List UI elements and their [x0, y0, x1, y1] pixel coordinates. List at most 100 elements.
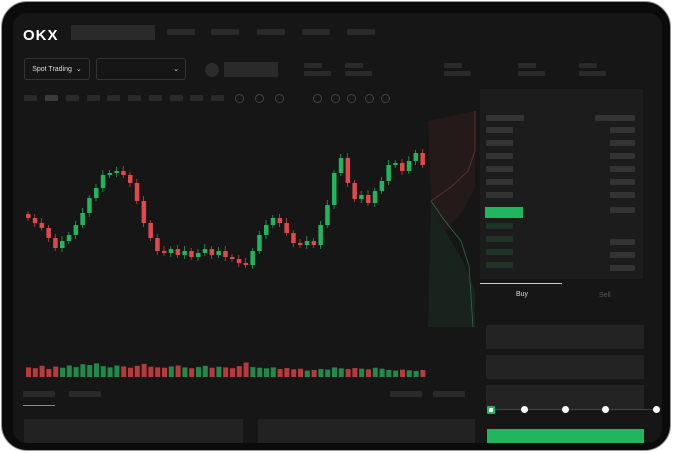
timeframe-button[interactable]	[107, 95, 120, 101]
candle-body	[318, 225, 323, 245]
candle-body	[257, 235, 262, 251]
timeframe-button[interactable]	[66, 95, 79, 101]
price-input[interactable]	[486, 325, 644, 349]
amount-slider-handle[interactable]	[487, 406, 495, 414]
candle-body	[162, 251, 167, 253]
candle-body	[359, 195, 364, 199]
candle-body	[277, 218, 283, 223]
amount-input[interactable]	[486, 355, 644, 379]
volume-bar	[46, 369, 52, 377]
candle-body	[338, 158, 344, 173]
nav-item[interactable]	[302, 29, 330, 35]
stat-label	[444, 63, 462, 68]
nav-item[interactable]	[347, 29, 375, 35]
tab-buy[interactable]: Buy	[516, 291, 529, 298]
candle-body	[243, 263, 249, 265]
filter-button[interactable]	[390, 391, 422, 397]
candle-body	[209, 249, 215, 255]
volume-bar	[162, 367, 167, 377]
volume-bar	[182, 367, 188, 377]
drawing-tool-icon[interactable]	[365, 94, 374, 103]
timeframe-button[interactable]	[45, 95, 58, 101]
candle-body	[304, 241, 310, 245]
candle-body	[73, 225, 79, 235]
drawing-tool-icon[interactable]	[235, 94, 244, 103]
orderbook-cell	[610, 207, 635, 213]
buy-submit-button[interactable]	[487, 429, 644, 443]
candlestick-chart	[26, 111, 476, 377]
candle-body	[230, 257, 235, 259]
volume-bar	[32, 368, 38, 377]
total-input[interactable]	[486, 385, 644, 409]
volume-bar	[80, 364, 86, 377]
tab-sell[interactable]: Sell	[599, 292, 611, 299]
volume-bar	[189, 368, 195, 377]
drawing-tool-icon[interactable]	[347, 94, 356, 103]
tab-open-orders[interactable]	[23, 391, 55, 397]
volume-bar	[128, 367, 133, 377]
orders-panel	[24, 419, 243, 443]
stat-label	[345, 63, 363, 68]
orderbook-cell	[610, 140, 635, 146]
candle-body	[53, 238, 58, 248]
drawing-tool-icon[interactable]	[255, 94, 264, 103]
timeframe-button[interactable]	[149, 95, 162, 101]
tab-history[interactable]	[69, 391, 101, 397]
orderbook-cell	[486, 192, 513, 198]
volume-bar	[100, 366, 106, 377]
last-price-badge	[485, 207, 523, 218]
candle-body	[134, 183, 140, 201]
orderbook-cell	[610, 252, 635, 258]
volume-bar	[230, 368, 235, 377]
amount-slider-track[interactable]	[491, 409, 659, 410]
volume-bar	[304, 370, 310, 377]
volume-bar	[270, 367, 276, 377]
volume-bar	[352, 368, 358, 377]
assets-panel	[258, 419, 475, 443]
trading-screen: OKX Spot Trading ⌄ ⌄ Buy Sell	[13, 13, 662, 443]
volume-bar	[243, 362, 249, 377]
timeframe-button[interactable]	[190, 95, 203, 101]
market-select-label: Spot Trading	[32, 65, 72, 73]
depth-asks-area	[428, 111, 475, 231]
search-bar[interactable]	[71, 25, 155, 40]
nav-item[interactable]	[167, 29, 195, 35]
nav-item[interactable]	[257, 29, 285, 35]
volume-bar	[107, 367, 113, 377]
candle-body	[270, 218, 276, 225]
nav-item[interactable]	[211, 29, 239, 35]
slider-stop-25[interactable]	[521, 406, 528, 413]
timeframe-button[interactable]	[170, 95, 183, 101]
orderbook-cell	[610, 127, 635, 133]
volume-bar	[420, 369, 426, 377]
volume-bar	[141, 363, 147, 377]
market-select[interactable]: Spot Trading ⌄	[24, 58, 90, 80]
depth-bids-line	[430, 200, 474, 328]
volume-bar	[223, 367, 229, 377]
volume-bar	[216, 366, 222, 377]
timeframe-button[interactable]	[87, 95, 100, 101]
timeframe-button[interactable]	[24, 95, 37, 101]
drawing-tool-icon[interactable]	[275, 94, 284, 103]
pair-select[interactable]: ⌄	[96, 58, 186, 80]
candle-body	[128, 175, 133, 183]
drawing-tool-icon[interactable]	[381, 94, 390, 103]
candle-body	[372, 191, 378, 203]
orderbook-cell	[486, 127, 513, 133]
volume-bar	[148, 366, 154, 377]
filter-button[interactable]	[433, 391, 465, 397]
slider-stop-75[interactable]	[602, 406, 609, 413]
drawing-tool-icon[interactable]	[313, 94, 322, 103]
volume-bar	[87, 365, 93, 377]
timeframe-button[interactable]	[128, 95, 141, 101]
slider-stop-100[interactable]	[653, 406, 660, 413]
timeframe-button[interactable]	[211, 95, 224, 101]
orderbook-cell	[610, 179, 635, 185]
drawing-tool-icon[interactable]	[331, 94, 340, 103]
stat-label	[304, 63, 322, 68]
volume-bar	[298, 368, 303, 377]
orderbook-cell	[486, 179, 513, 185]
volume-bar	[250, 367, 256, 377]
slider-stop-50[interactable]	[562, 406, 569, 413]
volume-bar	[332, 367, 337, 377]
